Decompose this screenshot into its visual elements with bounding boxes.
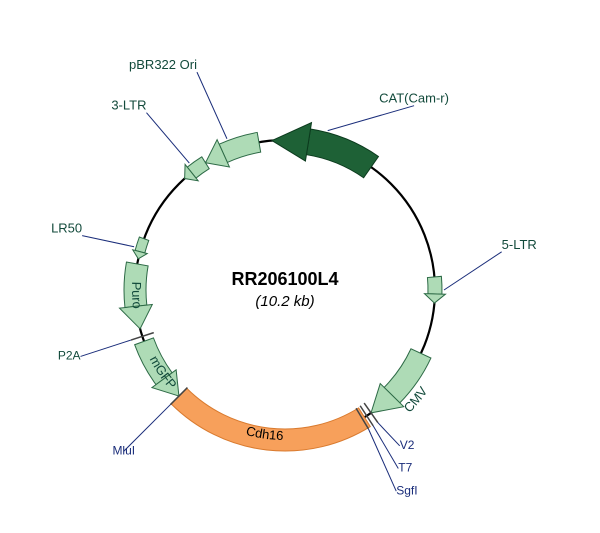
leader-ltr3 [146, 113, 189, 163]
label-v2: V2 [400, 438, 415, 452]
label-t7: T7 [398, 461, 412, 475]
label-ltr5: 5-LTR [502, 237, 537, 252]
leader-lr50 [82, 236, 134, 247]
label-mlui: MluI [112, 443, 135, 457]
leader-cat [328, 106, 414, 131]
leader-p2a [81, 340, 131, 356]
leader-pbr [197, 72, 227, 139]
leader-ltr5 [444, 252, 502, 290]
label-lr50: LR50 [51, 221, 82, 236]
feature-lr50 [133, 237, 149, 259]
label-pbr: pBR322 Ori [129, 57, 197, 72]
label-sgfi: SgfI [396, 483, 417, 497]
feature-pbr [206, 132, 261, 167]
plasmid-map: CAT(Cam-r)5-LTRCMVCdh16mGFPPuroLR503-LTR… [0, 0, 600, 533]
feature-cat [272, 123, 379, 178]
label-cat: CAT(Cam-r) [379, 91, 449, 106]
leader-v2 [378, 423, 400, 446]
feature-ltr3 [185, 157, 210, 181]
label-p2a: P2A [58, 349, 81, 363]
feature-ltr5 [424, 276, 445, 303]
plasmid-name: RR206100L4 [231, 269, 338, 289]
label-puro: Puro [129, 282, 145, 310]
plasmid-size: (10.2 kb) [255, 293, 314, 310]
label-ltr3: 3-LTR [111, 98, 146, 113]
